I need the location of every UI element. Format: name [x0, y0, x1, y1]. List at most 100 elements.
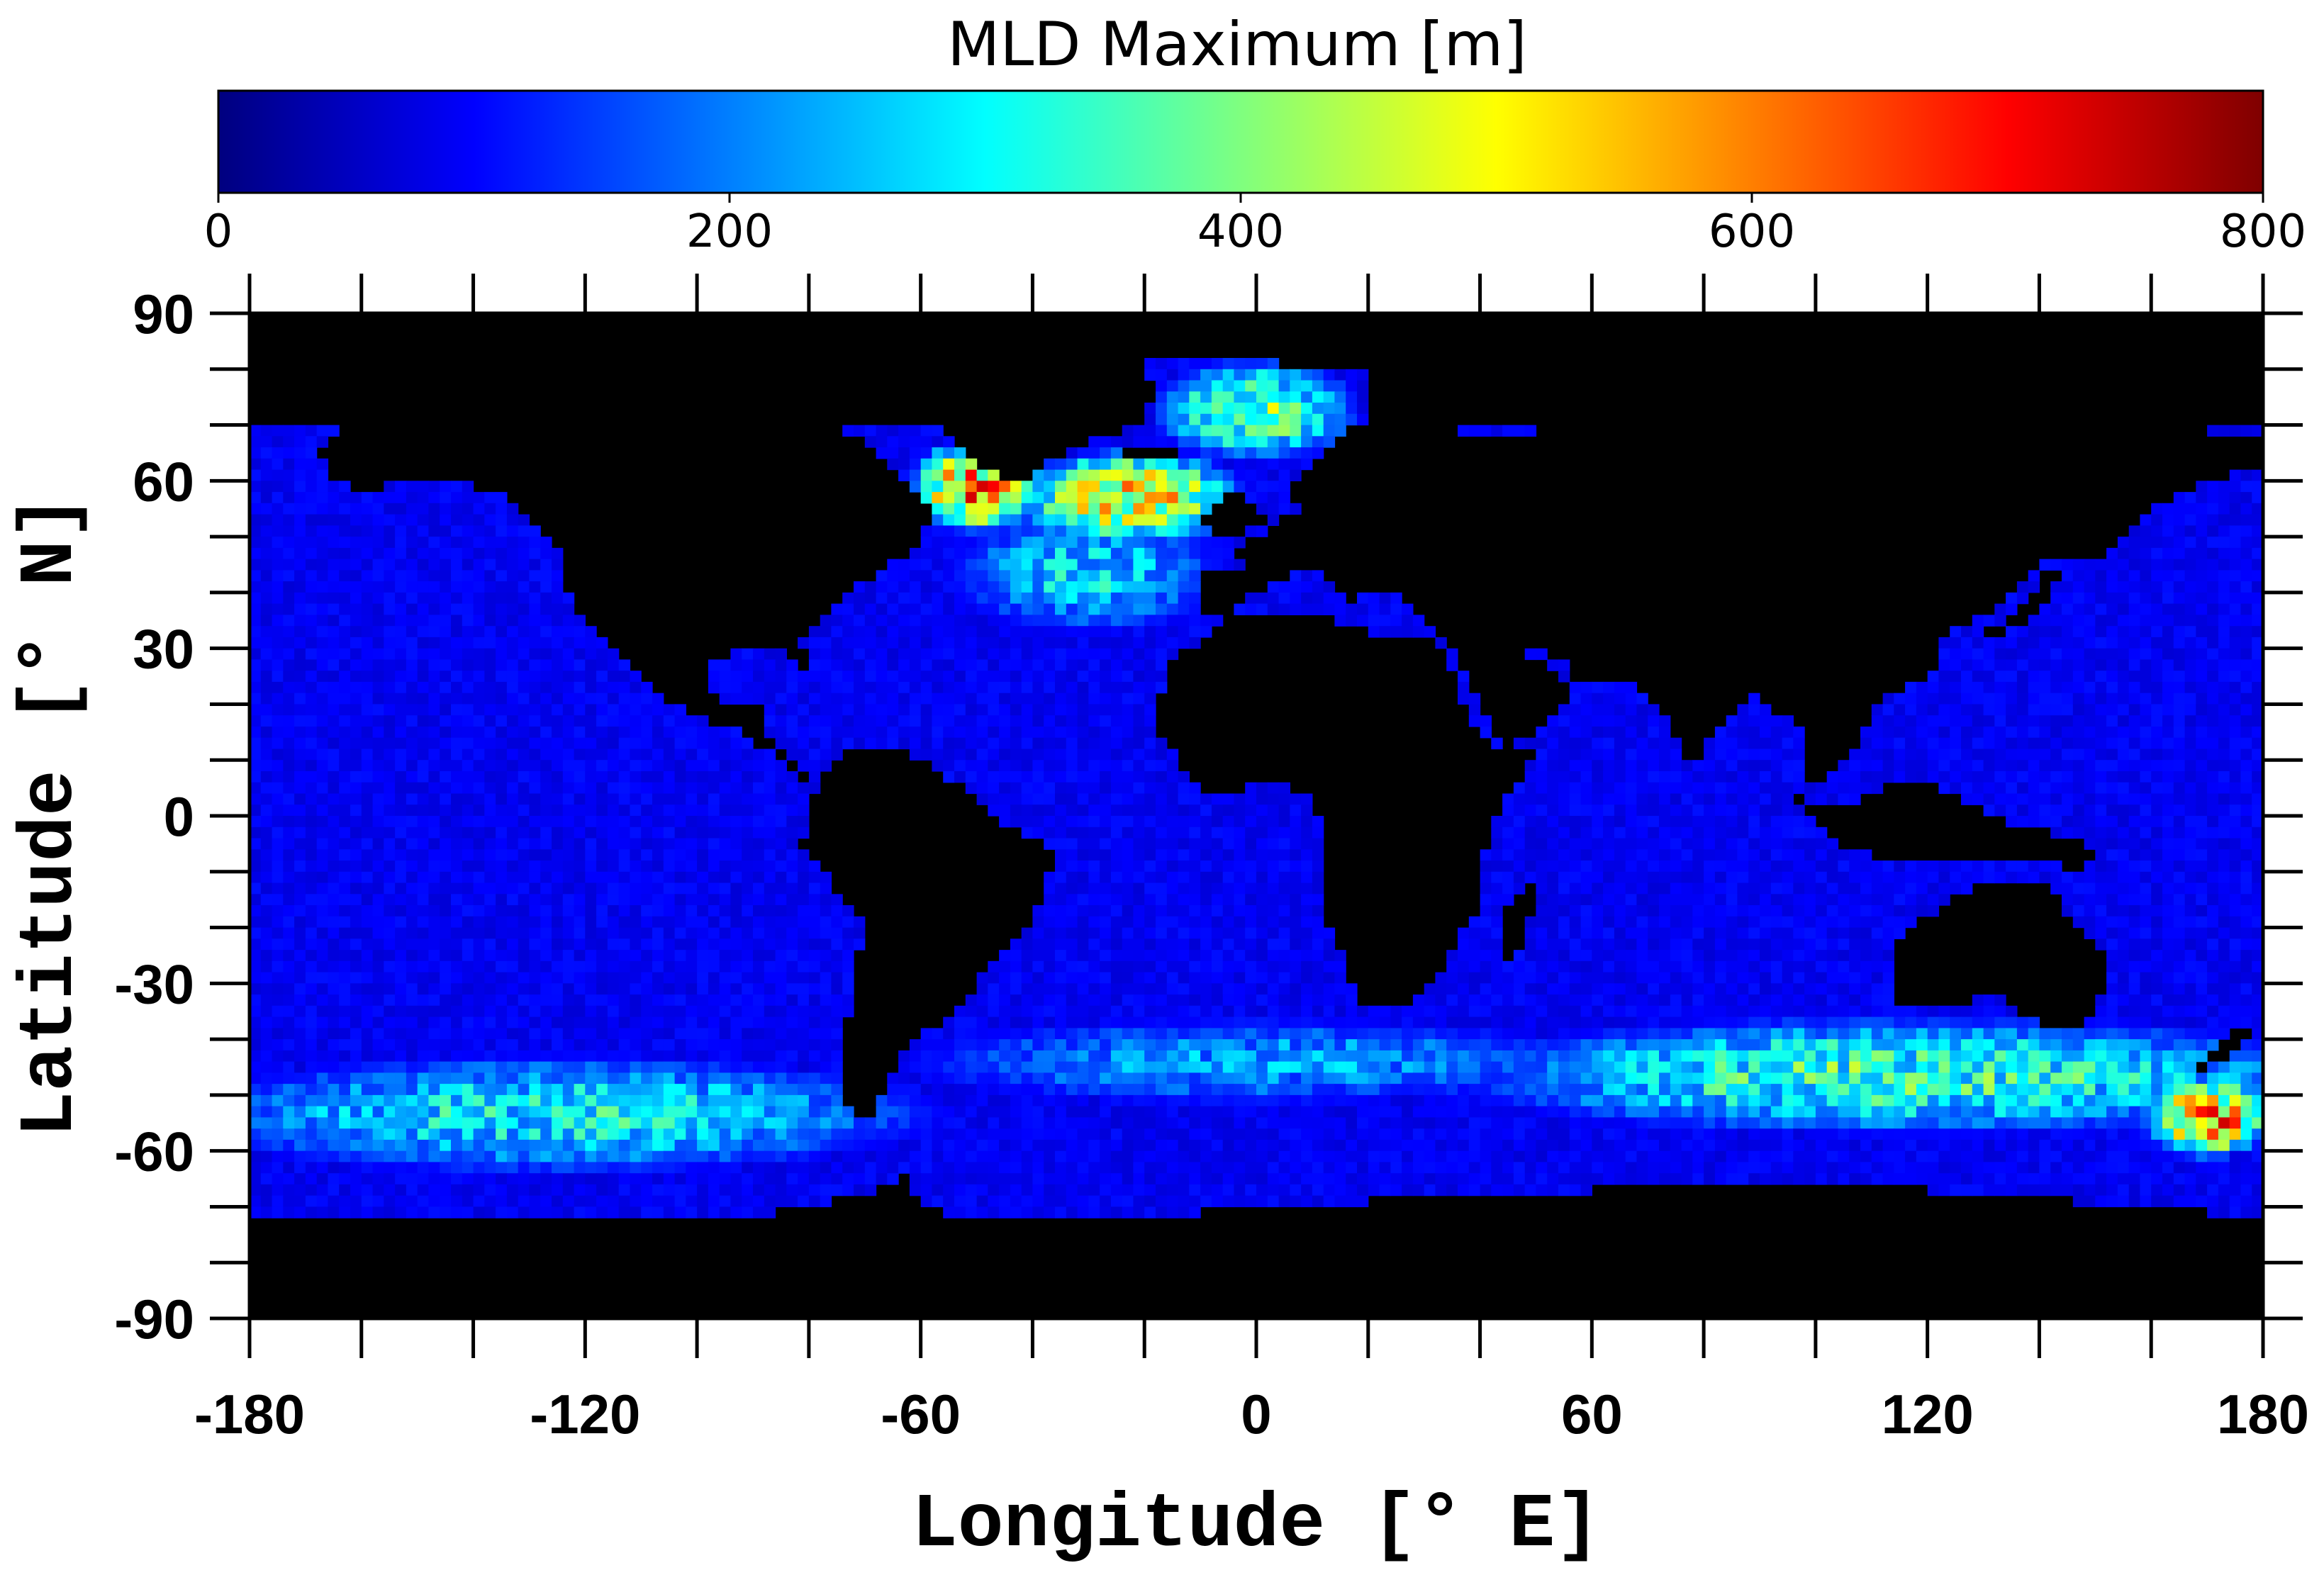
heatmap-cell: [708, 916, 720, 929]
heatmap-cell: [1200, 615, 1212, 627]
heatmap-cell: [328, 592, 340, 605]
heatmap-cell: [484, 826, 496, 839]
heatmap-cell: [406, 749, 418, 761]
heatmap-cell: [920, 425, 933, 437]
heatmap-cell: [898, 704, 910, 716]
heatmap-cell: [361, 525, 374, 537]
heatmap-cell: [260, 938, 273, 951]
heatmap-cell: [1491, 838, 1503, 850]
heatmap-cell: [1166, 749, 1179, 761]
heatmap-cell: [440, 771, 452, 783]
heatmap-cell: [932, 436, 944, 448]
heatmap-cell: [529, 648, 541, 661]
heatmap-cell: [686, 749, 698, 761]
heatmap-cell: [529, 659, 541, 671]
heatmap-cell: [2229, 681, 2242, 694]
heatmap-cell: [496, 905, 508, 917]
heatmap-cell: [753, 681, 765, 694]
heatmap-cell: [316, 749, 329, 761]
heatmap-cell: [764, 715, 776, 727]
heatmap-cell: [1100, 749, 1112, 761]
heatmap-cell: [618, 905, 631, 917]
heatmap-cell: [294, 626, 306, 638]
heatmap-cell: [1211, 492, 1224, 504]
heatmap-cell: [1021, 547, 1034, 560]
heatmap-cell: [2140, 514, 2152, 526]
heatmap-cell: [2117, 805, 2130, 817]
heatmap-cell: [2095, 626, 2107, 638]
heatmap-cell: [1748, 882, 1760, 895]
heatmap-cell: [283, 737, 295, 750]
heatmap-cell: [999, 559, 1011, 571]
heatmap-cell: [697, 771, 709, 783]
heatmap-cell: [2207, 648, 2219, 661]
heatmap-cell: [260, 492, 273, 504]
heatmap-cell: [384, 715, 396, 727]
heatmap-cell: [887, 737, 899, 750]
heatmap-cell: [1558, 737, 1570, 750]
heatmap-cell: [1166, 760, 1179, 772]
heatmap-cell: [1156, 905, 1168, 917]
heatmap-cell: [1491, 927, 1503, 939]
heatmap-cell: [1133, 458, 1145, 471]
heatmap-cell: [1458, 938, 1470, 951]
heatmap-cell: [1166, 570, 1179, 582]
heatmap-cell: [1200, 559, 1212, 571]
heatmap-cell: [1972, 681, 1984, 694]
heatmap-cell: [1110, 659, 1123, 671]
heatmap-cell: [1055, 637, 1067, 649]
heatmap-cell: [1100, 615, 1112, 627]
heatmap-cell: [1189, 927, 1201, 939]
heatmap-cell: [384, 905, 396, 917]
heatmap-cell: [1133, 938, 1145, 951]
heatmap-cell: [1178, 637, 1190, 649]
heatmap-cell: [2062, 782, 2074, 795]
heatmap-cell: [1748, 826, 1760, 839]
heatmap-cell: [1815, 905, 1828, 917]
heatmap-cell: [2095, 916, 2107, 929]
heatmap-cell: [1166, 391, 1179, 403]
heatmap-cell: [272, 693, 284, 705]
heatmap-cell: [462, 693, 474, 705]
heatmap-cell: [451, 793, 463, 805]
heatmap-cell: [2252, 503, 2263, 515]
heatmap-cell: [1849, 905, 1861, 917]
heatmap-cell: [607, 805, 620, 817]
heatmap-cell: [2062, 704, 2074, 716]
heatmap-cell: [842, 715, 854, 727]
heatmap-cell: [1737, 905, 1749, 917]
heatmap-cell: [1558, 727, 1570, 739]
heatmap-cell: [1234, 905, 1246, 917]
heatmap-cell: [1234, 447, 1246, 459]
heatmap-cell: [540, 615, 552, 627]
heatmap-cell: [954, 559, 966, 571]
heatmap-cell: [2028, 581, 2040, 593]
heatmap-cell: [2162, 525, 2174, 537]
heatmap-cell: [451, 871, 463, 884]
heatmap-cell: [753, 849, 765, 861]
heatmap-cell: [1133, 871, 1145, 884]
heatmap-cell: [1905, 760, 1917, 772]
heatmap-cell: [1972, 871, 1984, 884]
heatmap-cell: [674, 749, 686, 761]
heatmap-cell: [1793, 905, 1805, 917]
heatmap-cell: [999, 782, 1011, 795]
heatmap-cell: [1760, 861, 1772, 873]
heatmap-cell: [473, 514, 485, 526]
heatmap-cell: [2006, 737, 2018, 750]
heatmap-cell: [831, 659, 843, 671]
heatmap-cell: [1122, 861, 1134, 873]
heatmap-cell: [2117, 671, 2130, 683]
heatmap-cell: [1994, 793, 2006, 805]
heatmap-cell: [2184, 537, 2196, 549]
heatmap-cell: [1357, 603, 1369, 615]
heatmap-cell: [305, 704, 318, 716]
heatmap-cell: [440, 492, 452, 504]
heatmap-cell: [1245, 849, 1257, 861]
heatmap-cell: [1972, 749, 1984, 761]
heatmap-cell: [2084, 603, 2096, 615]
heatmap-cell: [775, 760, 787, 772]
heatmap-cell: [854, 938, 866, 951]
heatmap-cell: [808, 727, 821, 739]
heatmap-cell: [2151, 916, 2163, 929]
